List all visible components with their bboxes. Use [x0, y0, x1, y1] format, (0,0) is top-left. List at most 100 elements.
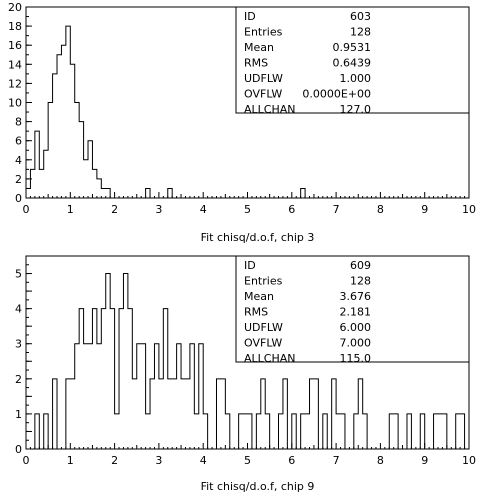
histogram-bin [163, 309, 167, 449]
histogram-bin [261, 379, 265, 449]
histogram-bin [314, 379, 318, 449]
histogram-bin [106, 274, 110, 449]
stat-label: OVFLW [244, 337, 282, 350]
x-tick-label: 2 [111, 203, 118, 216]
x-tick-label: 5 [244, 454, 251, 467]
histogram-bin [168, 379, 172, 449]
y-tick-label: 4 [15, 154, 22, 167]
stat-label: RMS [244, 57, 268, 70]
y-tick-label: 5 [15, 268, 22, 281]
histogram-bin [128, 309, 132, 449]
histogram-bin [39, 169, 43, 198]
histogram-bin [70, 379, 74, 449]
histogram-bin [301, 414, 305, 449]
histogram-bin [35, 414, 39, 449]
histogram-bin [358, 379, 362, 449]
y-tick-label: 4 [15, 303, 22, 316]
stat-value: 128 [350, 26, 371, 39]
histogram-bin [35, 131, 39, 198]
histogram-bin [194, 414, 198, 449]
x-tick-label: 4 [200, 203, 207, 216]
histogram-bin [44, 414, 48, 449]
histogram-bin [172, 379, 176, 449]
histogram-bin [79, 309, 83, 449]
histogram-bin [53, 379, 57, 449]
x-axis-label: Fit chisq/d.o.f, chip 9 [201, 480, 315, 493]
histogram-bin [225, 414, 229, 449]
x-tick-label: 10 [462, 454, 476, 467]
histogram-bin [248, 414, 252, 449]
y-tick-label: 6 [15, 135, 22, 148]
y-tick-label: 3 [15, 338, 22, 351]
y-tick-label: 20 [8, 1, 22, 14]
stat-label: ID [244, 259, 256, 272]
histogram-bin [66, 379, 70, 449]
histogram-bin [146, 414, 150, 449]
histogram-bin [75, 103, 79, 199]
histogram-bin [92, 169, 96, 198]
histogram-bin [363, 414, 367, 449]
stat-value: 0.9531 [333, 41, 372, 54]
histogram-bin [181, 379, 185, 449]
histogram-bin [239, 414, 243, 449]
histogram-bin [53, 74, 57, 198]
stat-value: 0.6439 [333, 57, 372, 70]
histogram-bin [292, 414, 296, 449]
histogram-bin [279, 414, 283, 449]
histogram-bin [460, 414, 464, 449]
y-tick-label: 2 [15, 173, 22, 186]
x-tick-label: 9 [421, 203, 428, 216]
x-axis-label: Fit chisq/d.o.f, chip 3 [201, 231, 315, 244]
stat-value: 2.181 [340, 306, 372, 319]
histogram-bin [168, 188, 172, 198]
histogram-bin [70, 64, 74, 198]
stat-value: 0.0000E+00 [302, 88, 371, 101]
histogram-bin [146, 188, 150, 198]
y-tick-label: 0 [15, 192, 22, 205]
histogram-bin [305, 414, 309, 449]
histogram-bin [123, 274, 127, 449]
stat-value: 609 [350, 259, 371, 272]
stat-label: ALLCHAN [244, 352, 296, 365]
histogram-bin [132, 379, 136, 449]
histogram-bin [341, 414, 345, 449]
x-tick-label: 8 [377, 203, 384, 216]
histogram-bin [438, 414, 442, 449]
histogram-bin [26, 188, 30, 198]
histogram-bin [332, 379, 336, 449]
statistics-box [235, 255, 470, 363]
histogram-bin [216, 379, 220, 449]
histogram-bin [442, 414, 446, 449]
histogram-bin [420, 414, 424, 449]
histogram-bin [265, 414, 269, 449]
histogram-bin [336, 414, 340, 449]
x-tick-label: 9 [421, 454, 428, 467]
histogram-bin [141, 344, 145, 449]
y-tick-label: 18 [8, 20, 22, 33]
x-tick-label: 8 [377, 454, 384, 467]
stat-label: UDFLW [244, 72, 283, 85]
histogram-bin [434, 414, 438, 449]
histogram-bin [84, 344, 88, 449]
histogram-bin [221, 379, 225, 449]
stat-value: 603 [350, 10, 371, 23]
y-tick-label: 10 [8, 97, 22, 110]
stat-label: Entries [244, 26, 283, 39]
histogram-bin [97, 344, 101, 449]
x-tick-label: 0 [23, 454, 30, 467]
histogram-bin [185, 379, 189, 449]
x-tick-label: 3 [155, 454, 162, 467]
y-tick-label: 16 [8, 39, 22, 52]
histogram-bin [190, 344, 194, 449]
x-tick-label: 5 [244, 203, 251, 216]
stat-value: 115.0 [340, 352, 372, 365]
x-tick-label: 6 [288, 454, 295, 467]
x-tick-label: 10 [462, 203, 476, 216]
histogram-bin [101, 188, 105, 198]
stat-label: ALLCHAN [244, 103, 296, 116]
histogram-bin [30, 169, 34, 198]
histogram-bin [61, 45, 65, 198]
histogram-bin [84, 160, 88, 198]
y-tick-label: 0 [15, 443, 22, 456]
